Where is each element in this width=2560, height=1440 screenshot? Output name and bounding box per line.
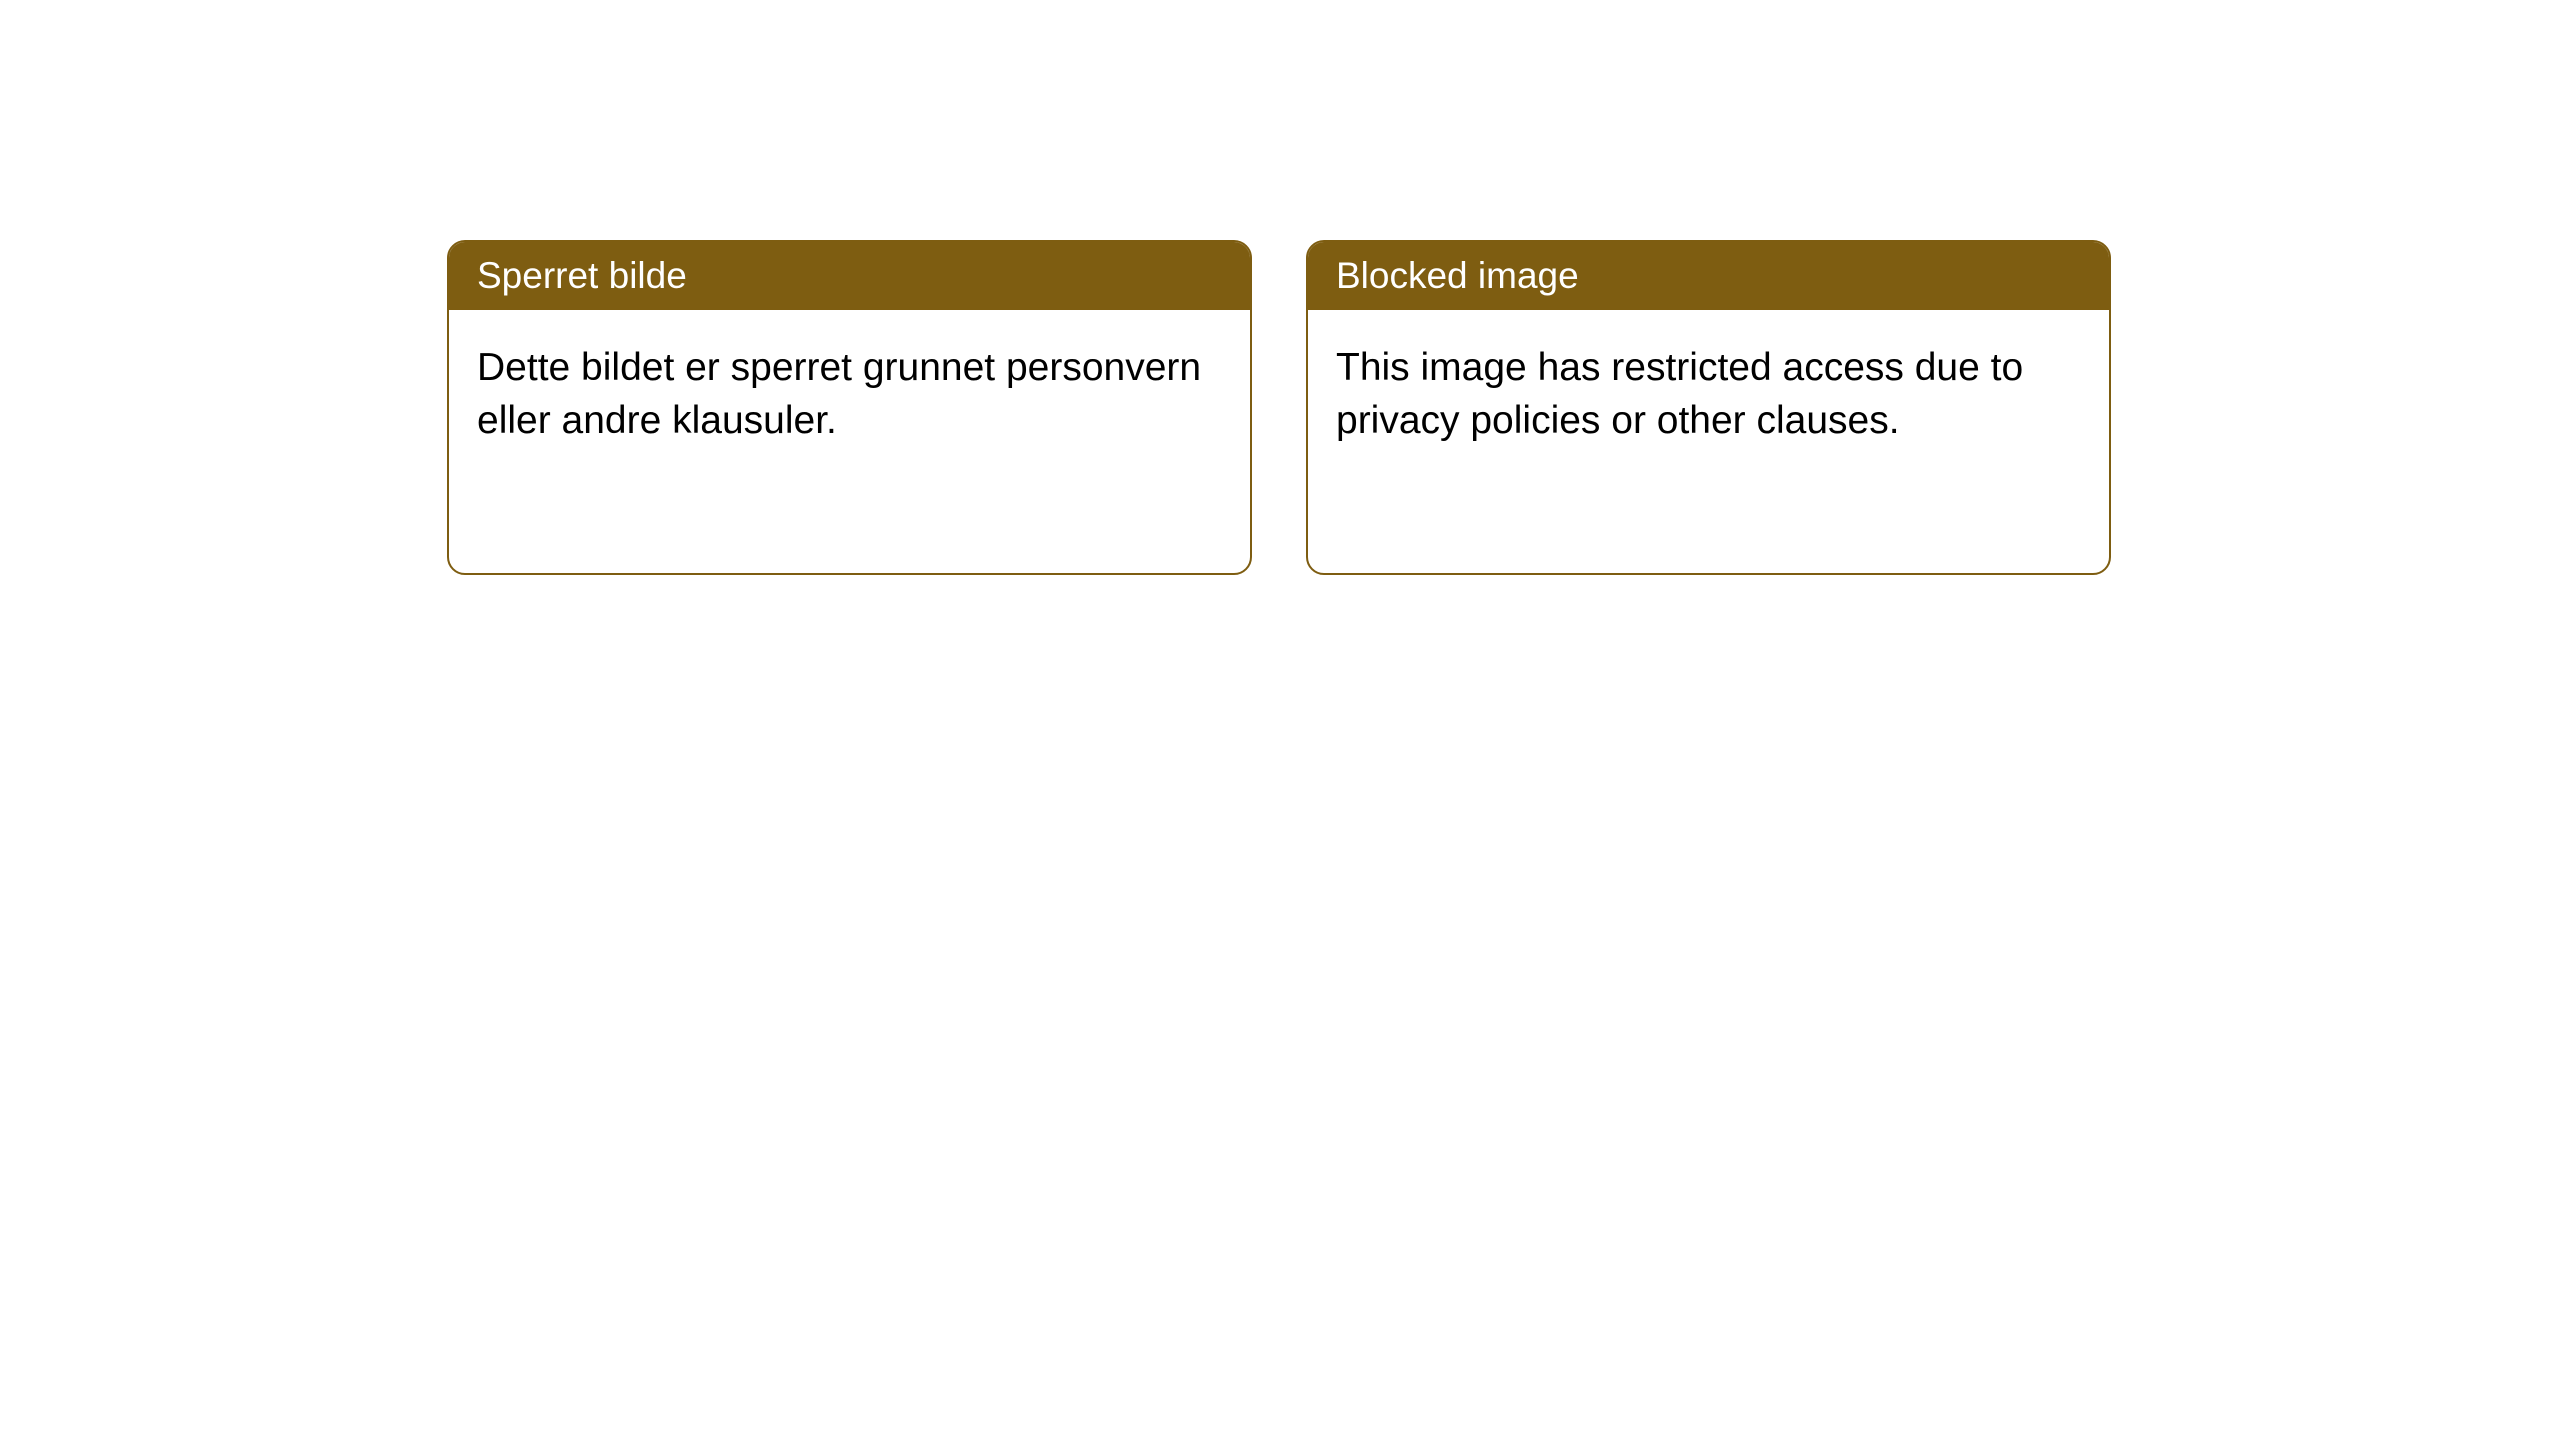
notice-card-norwegian: Sperret bilde Dette bildet er sperret gr…	[447, 240, 1252, 575]
notice-body-norwegian: Dette bildet er sperret grunnet personve…	[449, 310, 1250, 479]
blocked-image-notice-container: Sperret bilde Dette bildet er sperret gr…	[447, 240, 2111, 575]
notice-body-english: This image has restricted access due to …	[1308, 310, 2109, 479]
notice-header-norwegian: Sperret bilde	[449, 242, 1250, 310]
notice-card-english: Blocked image This image has restricted …	[1306, 240, 2111, 575]
notice-header-english: Blocked image	[1308, 242, 2109, 310]
